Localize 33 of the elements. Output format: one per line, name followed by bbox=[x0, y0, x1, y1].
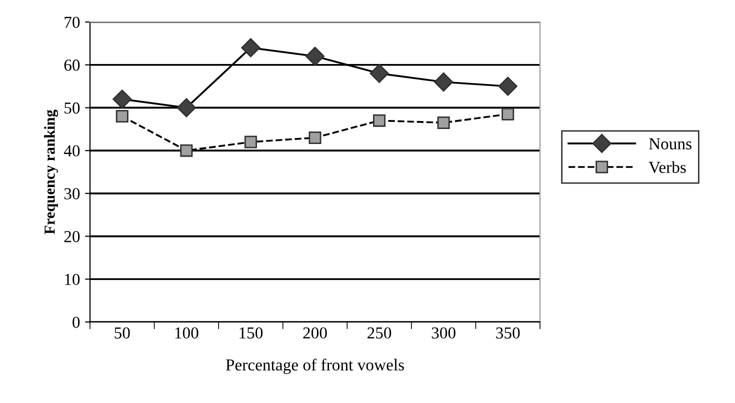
point bbox=[308, 131, 322, 144]
x-tick-label: 300 bbox=[432, 327, 456, 339]
x-tick-label: 100 bbox=[175, 327, 198, 339]
point bbox=[180, 144, 193, 157]
point bbox=[241, 38, 260, 58]
y-tick-label: 40 bbox=[64, 145, 80, 157]
y-tick-label: 70 bbox=[64, 16, 80, 28]
x-tick-label: 250 bbox=[368, 327, 392, 339]
y-tick-label: 0 bbox=[72, 316, 80, 328]
point bbox=[437, 116, 450, 129]
point bbox=[176, 98, 196, 118]
y-axis-title: Frequency ranking bbox=[44, 110, 58, 234]
point bbox=[305, 46, 325, 66]
x-tick-label: 150 bbox=[240, 327, 263, 339]
y-tick-label: 20 bbox=[64, 230, 80, 242]
x-tick-label: 200 bbox=[303, 327, 327, 339]
y-tick-label: 30 bbox=[64, 188, 80, 200]
y-tick-label: 50 bbox=[64, 102, 80, 114]
point bbox=[112, 90, 132, 109]
point bbox=[502, 108, 514, 120]
y-tick-label: 10 bbox=[65, 274, 80, 286]
point bbox=[244, 136, 257, 148]
legend-label: Verbs bbox=[648, 161, 686, 174]
legend-label: Nouns bbox=[648, 138, 692, 150]
point bbox=[116, 110, 128, 123]
x-tick-label: 350 bbox=[496, 327, 520, 339]
x-axis-title: Percentage of front vowels bbox=[226, 358, 404, 374]
point bbox=[373, 114, 386, 127]
point bbox=[434, 72, 454, 92]
y-tick-label: 60 bbox=[64, 60, 80, 71]
point bbox=[498, 76, 518, 96]
x-tick-label: 50 bbox=[114, 327, 130, 339]
point bbox=[370, 64, 389, 83]
